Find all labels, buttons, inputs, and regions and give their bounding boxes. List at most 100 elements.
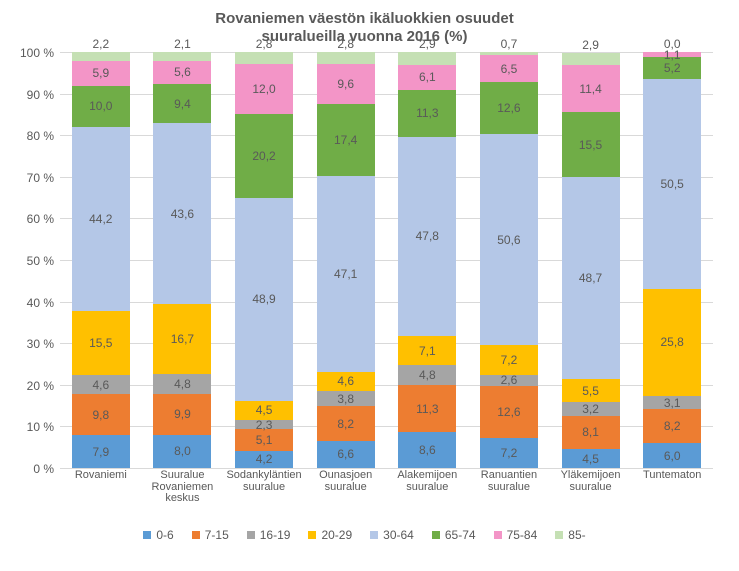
bar-segment: 17,4 <box>317 104 375 176</box>
bar-segment: 4,2 <box>235 451 293 468</box>
bar-segment-label: 3,1 <box>664 396 681 410</box>
bar-segment: 20,2 <box>235 114 293 198</box>
bar-segment-label: 17,4 <box>334 133 357 147</box>
bar-segment: 5,2 <box>643 57 701 79</box>
stacked-bar: 4,25,12,34,548,920,212,02,8 <box>235 52 293 468</box>
bar-segment-label: 8,0 <box>174 444 191 458</box>
bar-column: 4,58,13,25,548,715,511,42,9 <box>550 52 632 468</box>
bar-column: 6,68,23,84,647,117,49,62,8 <box>305 52 387 468</box>
bar-segment-label: 8,6 <box>419 443 436 457</box>
bar-segment-label: 12,0 <box>252 82 275 96</box>
bar-segment-label: 10,0 <box>89 99 112 113</box>
bar-segment: 6,0 <box>643 443 701 468</box>
bar-segment: 2,8 <box>235 52 293 64</box>
bar-segment-label: 3,8 <box>337 392 354 406</box>
legend-label: 20-29 <box>321 528 352 542</box>
bar-segment: 6,6 <box>317 441 375 468</box>
bar-segment: 4,8 <box>398 365 456 385</box>
x-tick-label: Alakemijoensuuralue <box>387 468 469 492</box>
bar-segment: 3,1 <box>643 396 701 409</box>
bar-segment-label: 8,1 <box>582 425 599 439</box>
stacked-bar: 6,68,23,84,647,117,49,62,8 <box>317 52 375 468</box>
bar-segment: 1,1 <box>643 52 701 57</box>
bar-segment-label: 5,9 <box>92 66 109 80</box>
legend-item: 85- <box>555 528 585 542</box>
chart-title-line2: suuralueilla vuonna 2016 (%) <box>10 28 719 46</box>
bar-segment-label: 7,2 <box>501 353 518 367</box>
bar-segment-label: 11,3 <box>416 106 438 120</box>
legend-item: 75-84 <box>494 528 538 542</box>
y-tick-label: 50 % <box>27 254 54 268</box>
bar-segment: 2,6 <box>480 375 538 386</box>
legend-item: 20-29 <box>308 528 352 542</box>
x-tick-label: SuuralueRovaniemenkeskus <box>142 468 224 492</box>
bar-segment: 10,0 <box>72 86 130 128</box>
bar-segment-label: 50,5 <box>661 177 684 191</box>
legend-swatch <box>192 531 200 539</box>
chart-title-line1: Rovaniemen väestön ikäluokkien osuudet <box>10 10 719 28</box>
bar-segment: 15,5 <box>562 112 620 176</box>
bar-segment: 6,1 <box>398 65 456 90</box>
bar-segment: 5,1 <box>235 429 293 450</box>
x-tick-label: Sodankyläntiensuuralue <box>223 468 305 492</box>
bar-segment: 5,9 <box>72 61 130 86</box>
chart-container: Rovaniemen väestön ikäluokkien osuudet s… <box>0 0 739 571</box>
bar-segment-label: 5,5 <box>582 384 599 398</box>
legend-label: 30-64 <box>383 528 414 542</box>
bar-segment-label: 44,2 <box>89 212 112 226</box>
bar-segment-label: 6,5 <box>501 62 518 76</box>
bar-segment-label: 48,9 <box>252 292 275 306</box>
bar-segment-label: 12,6 <box>497 101 520 115</box>
bar-segment: 3,8 <box>317 391 375 407</box>
bar-segment: 50,6 <box>480 134 538 344</box>
y-tick-label: 60 % <box>27 212 54 226</box>
bar-segment: 25,8 <box>643 289 701 396</box>
bar-segment-label: 3,2 <box>582 402 599 416</box>
y-tick-label: 30 % <box>27 337 54 351</box>
bar-segment-label: 12,6 <box>497 405 520 419</box>
bar-segment-label: 9,4 <box>174 97 191 111</box>
bar-segment: 2,9 <box>562 53 620 65</box>
bar-segment-label: 5,6 <box>174 65 191 79</box>
bar-segment: 48,9 <box>235 198 293 401</box>
legend-swatch <box>555 531 563 539</box>
bar-segment-label: 15,5 <box>89 336 112 350</box>
bar-column: 7,212,62,67,250,612,66,50,7 <box>468 52 550 468</box>
bar-segment: 11,3 <box>398 385 456 432</box>
bar-segment: 15,5 <box>72 311 130 375</box>
bar-segment: 8,0 <box>153 435 211 468</box>
stacked-bar: 8,611,34,87,147,811,36,12,9 <box>398 52 456 468</box>
stacked-bar: 6,08,23,125,850,55,21,10,0 <box>643 52 701 468</box>
bar-segment: 6,5 <box>480 55 538 82</box>
bar-segment-label: 4,5 <box>256 403 273 417</box>
bar-segment-label: 7,9 <box>92 445 109 459</box>
bar-segment: 47,1 <box>317 176 375 372</box>
bar-segment-label: 6,1 <box>419 70 436 84</box>
legend-item: 65-74 <box>432 528 476 542</box>
legend-label: 0-6 <box>156 528 173 542</box>
bar-column: 7,99,84,615,544,210,05,92,2 <box>60 52 142 468</box>
y-tick-label: 80 % <box>27 129 54 143</box>
stacked-bar: 7,212,62,67,250,612,66,50,7 <box>480 52 538 468</box>
legend-item: 7-15 <box>192 528 229 542</box>
bar-segment: 50,5 <box>643 79 701 289</box>
bar-segment-label: 15,5 <box>579 138 602 152</box>
bar-segment: 5,5 <box>562 379 620 402</box>
bar-segment: 8,2 <box>643 409 701 443</box>
y-tick-label: 40 % <box>27 296 54 310</box>
bar-segment-label: 47,8 <box>416 229 439 243</box>
bar-segment: 0,7 <box>480 52 538 55</box>
bar-segment: 4,6 <box>317 372 375 391</box>
legend-swatch <box>432 531 440 539</box>
y-tick-label: 20 % <box>27 379 54 393</box>
bar-column: 4,25,12,34,548,920,212,02,8 <box>223 52 305 468</box>
legend-item: 16-19 <box>247 528 291 542</box>
bar-segment-label: 47,1 <box>334 267 357 281</box>
bar-segment: 4,5 <box>235 401 293 420</box>
bar-segment: 12,6 <box>480 386 538 438</box>
legend-label: 85- <box>568 528 585 542</box>
legend-item: 30-64 <box>370 528 414 542</box>
bar-segment: 11,4 <box>562 65 620 112</box>
bar-segment-label: 5,2 <box>664 61 681 75</box>
y-tick-label: 70 % <box>27 171 54 185</box>
